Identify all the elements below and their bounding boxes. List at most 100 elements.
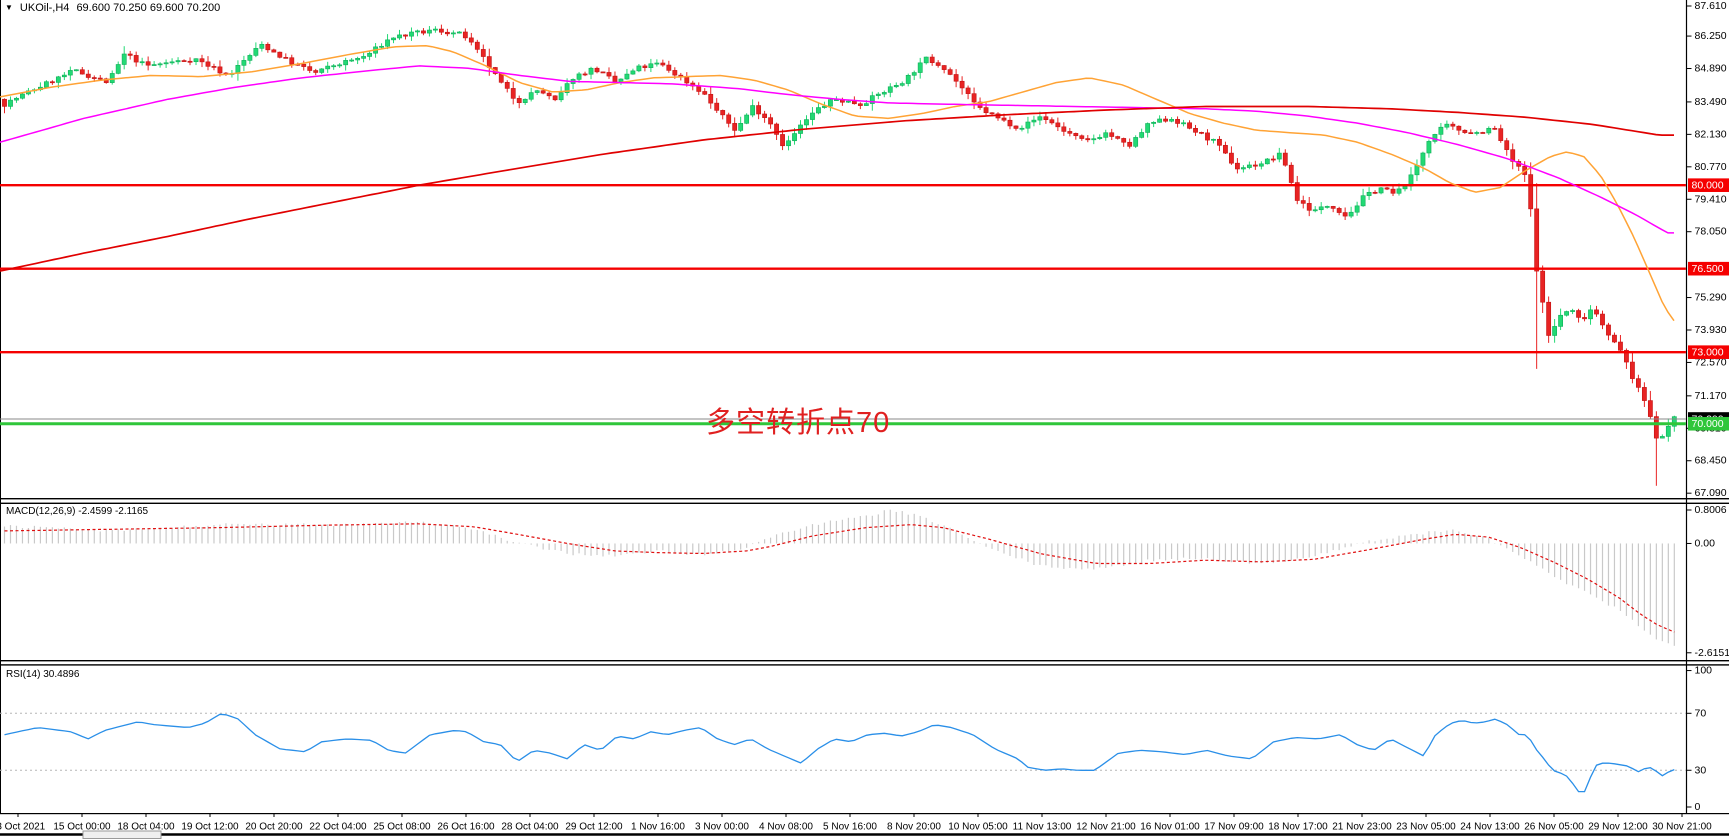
candle-body [313, 70, 319, 73]
candle-body [391, 37, 396, 41]
chart-text-annotation[interactable]: 多空转折点70 [706, 407, 891, 439]
candle-body [1647, 400, 1653, 417]
candle-body [953, 74, 959, 82]
candle-body [1606, 324, 1611, 336]
candle-body [1229, 152, 1234, 164]
candle-body [1175, 119, 1180, 124]
candle-body [588, 67, 594, 75]
candle-body [863, 103, 869, 106]
candle-body [397, 34, 402, 39]
candle-body [1564, 311, 1569, 316]
candle-body [935, 62, 941, 66]
candle-body [1312, 209, 1318, 212]
candle-body [1103, 132, 1109, 138]
candle-body [1624, 349, 1629, 363]
candle-body [510, 88, 516, 99]
candle-body [744, 114, 750, 124]
time-axis-label: 18 Nov 17:00 [1268, 822, 1328, 833]
candle-body [1671, 416, 1677, 427]
candle-body [1049, 119, 1055, 124]
candle-body [1258, 163, 1264, 167]
panel-separator [0, 813, 1729, 815]
candle-body [564, 83, 570, 93]
candle-body [199, 58, 205, 63]
candle-body [1336, 208, 1342, 213]
candle-body [905, 74, 911, 84]
candle-body [85, 73, 91, 78]
candle-body [1151, 121, 1157, 124]
candle-body [965, 87, 971, 94]
candle-body [73, 69, 79, 72]
panel-separator [0, 498, 1729, 500]
h-scrollbar-thumb[interactable] [82, 830, 162, 839]
candle-body [630, 70, 636, 75]
price-axis-tick-label: 80.770 [1695, 161, 1727, 173]
candle-body [726, 114, 732, 124]
candle-body [881, 92, 887, 95]
rsi-axis-tick-label: 70 [1695, 707, 1707, 719]
rsi-axis-tick-label: 0 [1695, 801, 1701, 813]
candle-body [121, 53, 127, 65]
time-axis-label: 12 Nov 21:00 [1076, 822, 1136, 833]
candle-body [157, 63, 163, 66]
rsi-axis-tick-label: 30 [1695, 764, 1707, 776]
candle-body [1390, 188, 1396, 194]
candle-body [1378, 187, 1384, 194]
price-axis-tick-label: 87.610 [1695, 0, 1727, 12]
candle-body [1420, 152, 1426, 166]
candle-body [1354, 205, 1360, 213]
candle-body [235, 65, 241, 74]
candle-body [169, 61, 175, 64]
price-label-box-70.000 [1688, 416, 1729, 431]
candle-body [869, 95, 875, 104]
candle-body [738, 123, 744, 131]
time-axis-label: 30 Nov 21:00 [1652, 822, 1712, 833]
panel-separator [0, 502, 1729, 504]
macd-axis-tick-label: 0.00 [1695, 537, 1716, 549]
candle-body [385, 39, 390, 47]
candle-body [654, 62, 660, 65]
candle-body [79, 69, 85, 75]
time-axis-label: 20 Oct 20:00 [245, 822, 303, 833]
candle-body [1079, 135, 1085, 139]
panel-separator [0, 660, 1729, 662]
candle-body [1139, 132, 1145, 138]
candle-body [480, 49, 486, 57]
candle-body [1636, 378, 1641, 388]
candle-body [1558, 314, 1563, 327]
candle-body [828, 99, 833, 107]
candle-body [151, 64, 157, 66]
candle-body [750, 105, 756, 116]
candle-body [1037, 116, 1043, 121]
candle-body [427, 29, 432, 34]
candle-body [666, 64, 672, 71]
price-label-text: 76.500 [1692, 263, 1724, 275]
candle-body [1348, 211, 1354, 217]
candle-body [403, 34, 408, 37]
candle-body [1372, 191, 1378, 194]
symbol-dropdown-icon[interactable]: ▼ [5, 3, 13, 12]
candle-body [1270, 158, 1276, 161]
candle-body [636, 65, 642, 72]
macd-indicator-label: MACD(12,26,9) -2.4599 -2.1165 [6, 506, 149, 517]
candle-body [702, 91, 708, 95]
candle-body [540, 90, 546, 94]
candle-body [20, 93, 25, 99]
candle-body [1115, 136, 1121, 139]
time-axis-label: 16 Nov 01:00 [1140, 822, 1200, 833]
candle-body [1324, 206, 1330, 208]
candle-body [612, 75, 618, 83]
candle-body [319, 68, 325, 73]
candle-body [1570, 310, 1575, 312]
candle-body [1025, 121, 1031, 129]
candle-body [1612, 334, 1617, 343]
candle-body [1001, 117, 1007, 121]
candle-body [1211, 138, 1216, 141]
time-axis-label: 22 Oct 04:00 [309, 822, 367, 833]
candle-body [211, 66, 217, 68]
candle-body [1486, 127, 1492, 134]
candle-body [439, 28, 444, 33]
candle-body [792, 133, 797, 142]
candle-body [444, 31, 450, 35]
